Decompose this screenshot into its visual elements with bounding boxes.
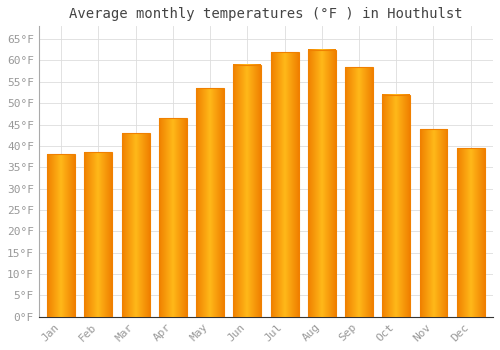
Bar [84, 152, 112, 317]
Bar [234, 65, 262, 317]
Bar [122, 133, 150, 317]
Bar [159, 118, 187, 317]
Title: Average monthly temperatures (°F ) in Houthulst: Average monthly temperatures (°F ) in Ho… [69, 7, 462, 21]
Bar [382, 94, 410, 317]
Bar [457, 148, 484, 317]
Bar [270, 52, 298, 317]
Bar [345, 67, 373, 317]
Bar [47, 154, 75, 317]
Bar [420, 129, 448, 317]
Bar [196, 88, 224, 317]
Bar [308, 50, 336, 317]
